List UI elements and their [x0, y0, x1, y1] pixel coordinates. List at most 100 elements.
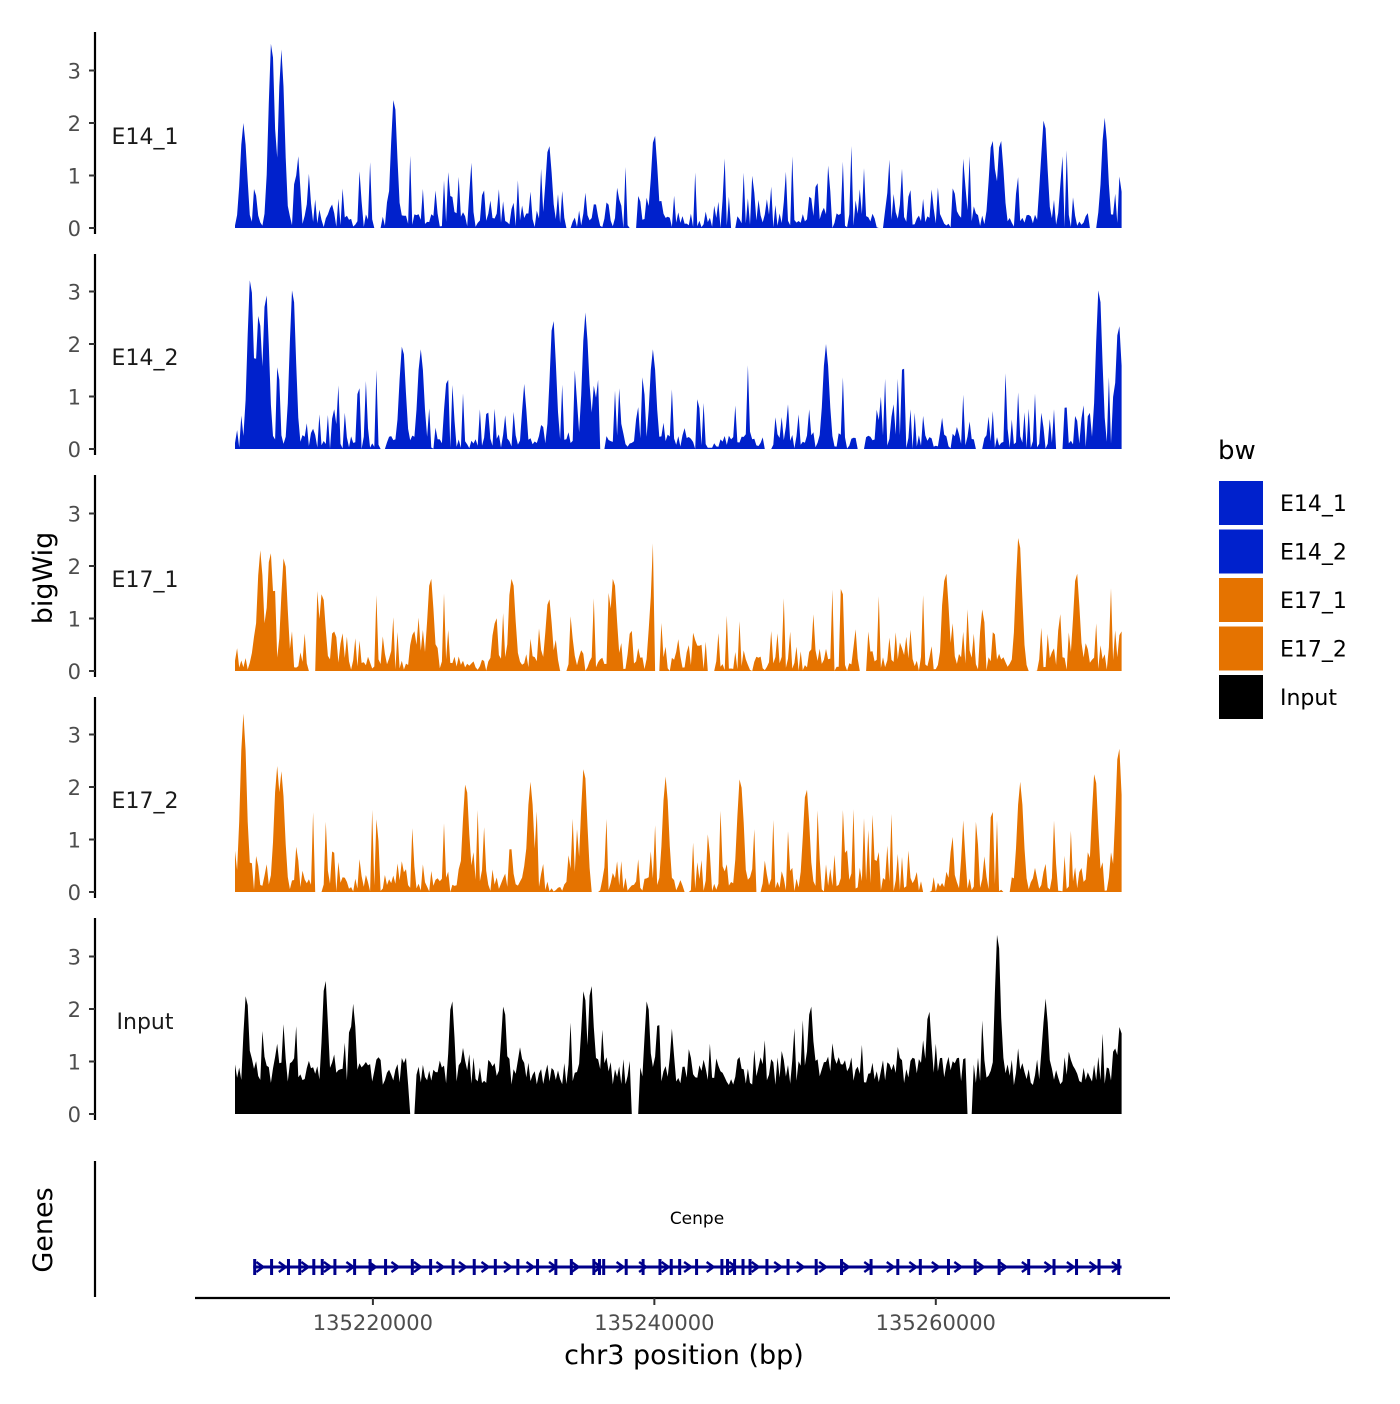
- y-tick-label: 0: [68, 1103, 81, 1127]
- exon-mark: [997, 1259, 1001, 1275]
- exon-mark: [569, 1259, 573, 1275]
- track-e14-2: 0 1 2 3 E14_2: [68, 254, 1122, 462]
- strand-arrow: [1043, 1261, 1054, 1273]
- y-tick-label: 0: [68, 660, 81, 684]
- y-tick-label: 3: [68, 946, 81, 970]
- exon-mark: [946, 1259, 950, 1275]
- y-tick-label: 1: [68, 165, 81, 189]
- exon-mark: [720, 1259, 724, 1275]
- strand-arrow: [570, 1261, 581, 1273]
- exon-mark: [695, 1259, 699, 1275]
- track-label: Input: [117, 1010, 174, 1035]
- exon-mark: [286, 1259, 290, 1275]
- strand-arrow: [1066, 1261, 1076, 1273]
- legend-swatch: [1219, 626, 1263, 671]
- legend-label: E14_1: [1280, 492, 1347, 517]
- exon-mark: [748, 1259, 752, 1275]
- exon-mark: [726, 1259, 730, 1275]
- exon-mark: [320, 1259, 324, 1275]
- strand-arrow: [863, 1261, 874, 1273]
- signal-area-input: [235, 934, 1122, 1114]
- exon-mark: [918, 1259, 922, 1275]
- legend-swatch: [1219, 529, 1263, 574]
- y-tick-label: 0: [68, 438, 81, 462]
- exon-mark: [384, 1259, 388, 1275]
- exon-mark: [333, 1259, 337, 1275]
- signal-area-e14-2: [235, 280, 1122, 449]
- exon-mark: [298, 1259, 302, 1275]
- strand-arrow: [1021, 1261, 1031, 1273]
- exon-mark: [624, 1259, 628, 1275]
- y-axis-e14-2: 0 1 2 3: [68, 254, 97, 462]
- strand-arrow: [255, 1261, 266, 1273]
- y-axis-input: 0 1 2 3: [68, 918, 97, 1127]
- exon-mark: [658, 1259, 662, 1275]
- legend-swatch: [1219, 675, 1263, 719]
- exon-mark: [678, 1259, 682, 1275]
- strand-arrow: [1111, 1261, 1121, 1273]
- x-tick-label: 135260000: [876, 1311, 996, 1335]
- y-tick-label: 2: [68, 555, 81, 579]
- exon-mark: [270, 1259, 274, 1275]
- y-tick-label: 0: [68, 881, 81, 905]
- strand-arrow: [728, 1261, 739, 1273]
- strand-arrow: [615, 1261, 626, 1273]
- exon-mark: [602, 1259, 606, 1275]
- exon-mark: [1097, 1259, 1101, 1275]
- signal-area-e17-2: [235, 713, 1122, 892]
- track-e17-2: 0 1 2 3 E17_2: [68, 697, 1122, 905]
- exon-mark: [814, 1259, 818, 1275]
- strand-arrow: [931, 1261, 941, 1273]
- exon-mark: [253, 1259, 257, 1275]
- legend-label: Input: [1280, 686, 1337, 711]
- x-axis-title: chr3 position (bp): [564, 1340, 804, 1371]
- strand-arrow: [323, 1261, 333, 1273]
- legend-item-e17-2: E17_2: [1219, 626, 1347, 671]
- legend-label: E17_2: [1280, 638, 1347, 663]
- legend-item-e14-2: E14_2: [1219, 529, 1347, 574]
- strand-arrow: [750, 1261, 761, 1273]
- exon-mark: [429, 1259, 433, 1275]
- y-axis-e17-1: 0 1 2 3: [68, 475, 97, 684]
- legend-item-input: Input: [1219, 675, 1337, 719]
- y-axis-title: bigWig: [28, 532, 59, 625]
- legend-swatch: [1219, 578, 1263, 622]
- exon-mark: [451, 1259, 455, 1275]
- exon-mark: [765, 1259, 769, 1275]
- legend-title: bw: [1218, 436, 1256, 466]
- exon-mark: [641, 1259, 645, 1275]
- strand-arrow: [390, 1261, 401, 1273]
- exon-mark: [786, 1259, 790, 1275]
- exon-mark: [592, 1259, 596, 1275]
- strand-arrow: [368, 1261, 378, 1273]
- strand-arrow: [953, 1261, 964, 1273]
- y-axis-e14-1: 0 1 2 3: [68, 32, 97, 241]
- y-axis-e17-2: 0 1 2 3: [68, 697, 97, 905]
- strand-arrow: [593, 1261, 604, 1273]
- signal-tracks: 0 1 2 3 E14_1 0 1 2 3 E14_2 0 1 2 3 E17_1 0 1 2 3 E17_2 0 1 2 3…: [68, 32, 1122, 1127]
- y-tick-label: 2: [68, 998, 81, 1022]
- y-tick-label: 3: [68, 724, 81, 748]
- gene-track: [93, 1161, 1122, 1297]
- y-tick-label: 1: [68, 608, 81, 632]
- track-label: E14_1: [112, 125, 179, 150]
- track-e17-1: 0 1 2 3 E17_1: [68, 475, 1122, 684]
- strand-arrow: [480, 1261, 491, 1273]
- x-tick-label: 135220000: [313, 1311, 433, 1335]
- y-tick-label: 3: [68, 503, 81, 527]
- gene-track-title: Genes: [28, 1187, 59, 1272]
- signal-area-e14-1: [235, 43, 1122, 228]
- exon-mark: [410, 1259, 414, 1275]
- y-tick-label: 3: [68, 281, 81, 305]
- legend-swatch: [1219, 481, 1263, 525]
- gene-name-label: Cenpe: [670, 1209, 724, 1229]
- legend-label: E14_2: [1280, 541, 1347, 566]
- track-input: 0 1 2 3 Input: [68, 918, 1122, 1127]
- exon-mark: [516, 1259, 520, 1275]
- exon-mark: [536, 1259, 540, 1275]
- y-tick-label: 1: [68, 829, 81, 853]
- x-axis: 135220000 135240000 135260000: [195, 1296, 1170, 1335]
- strand-arrow: [503, 1261, 514, 1273]
- exon-mark: [1052, 1259, 1056, 1275]
